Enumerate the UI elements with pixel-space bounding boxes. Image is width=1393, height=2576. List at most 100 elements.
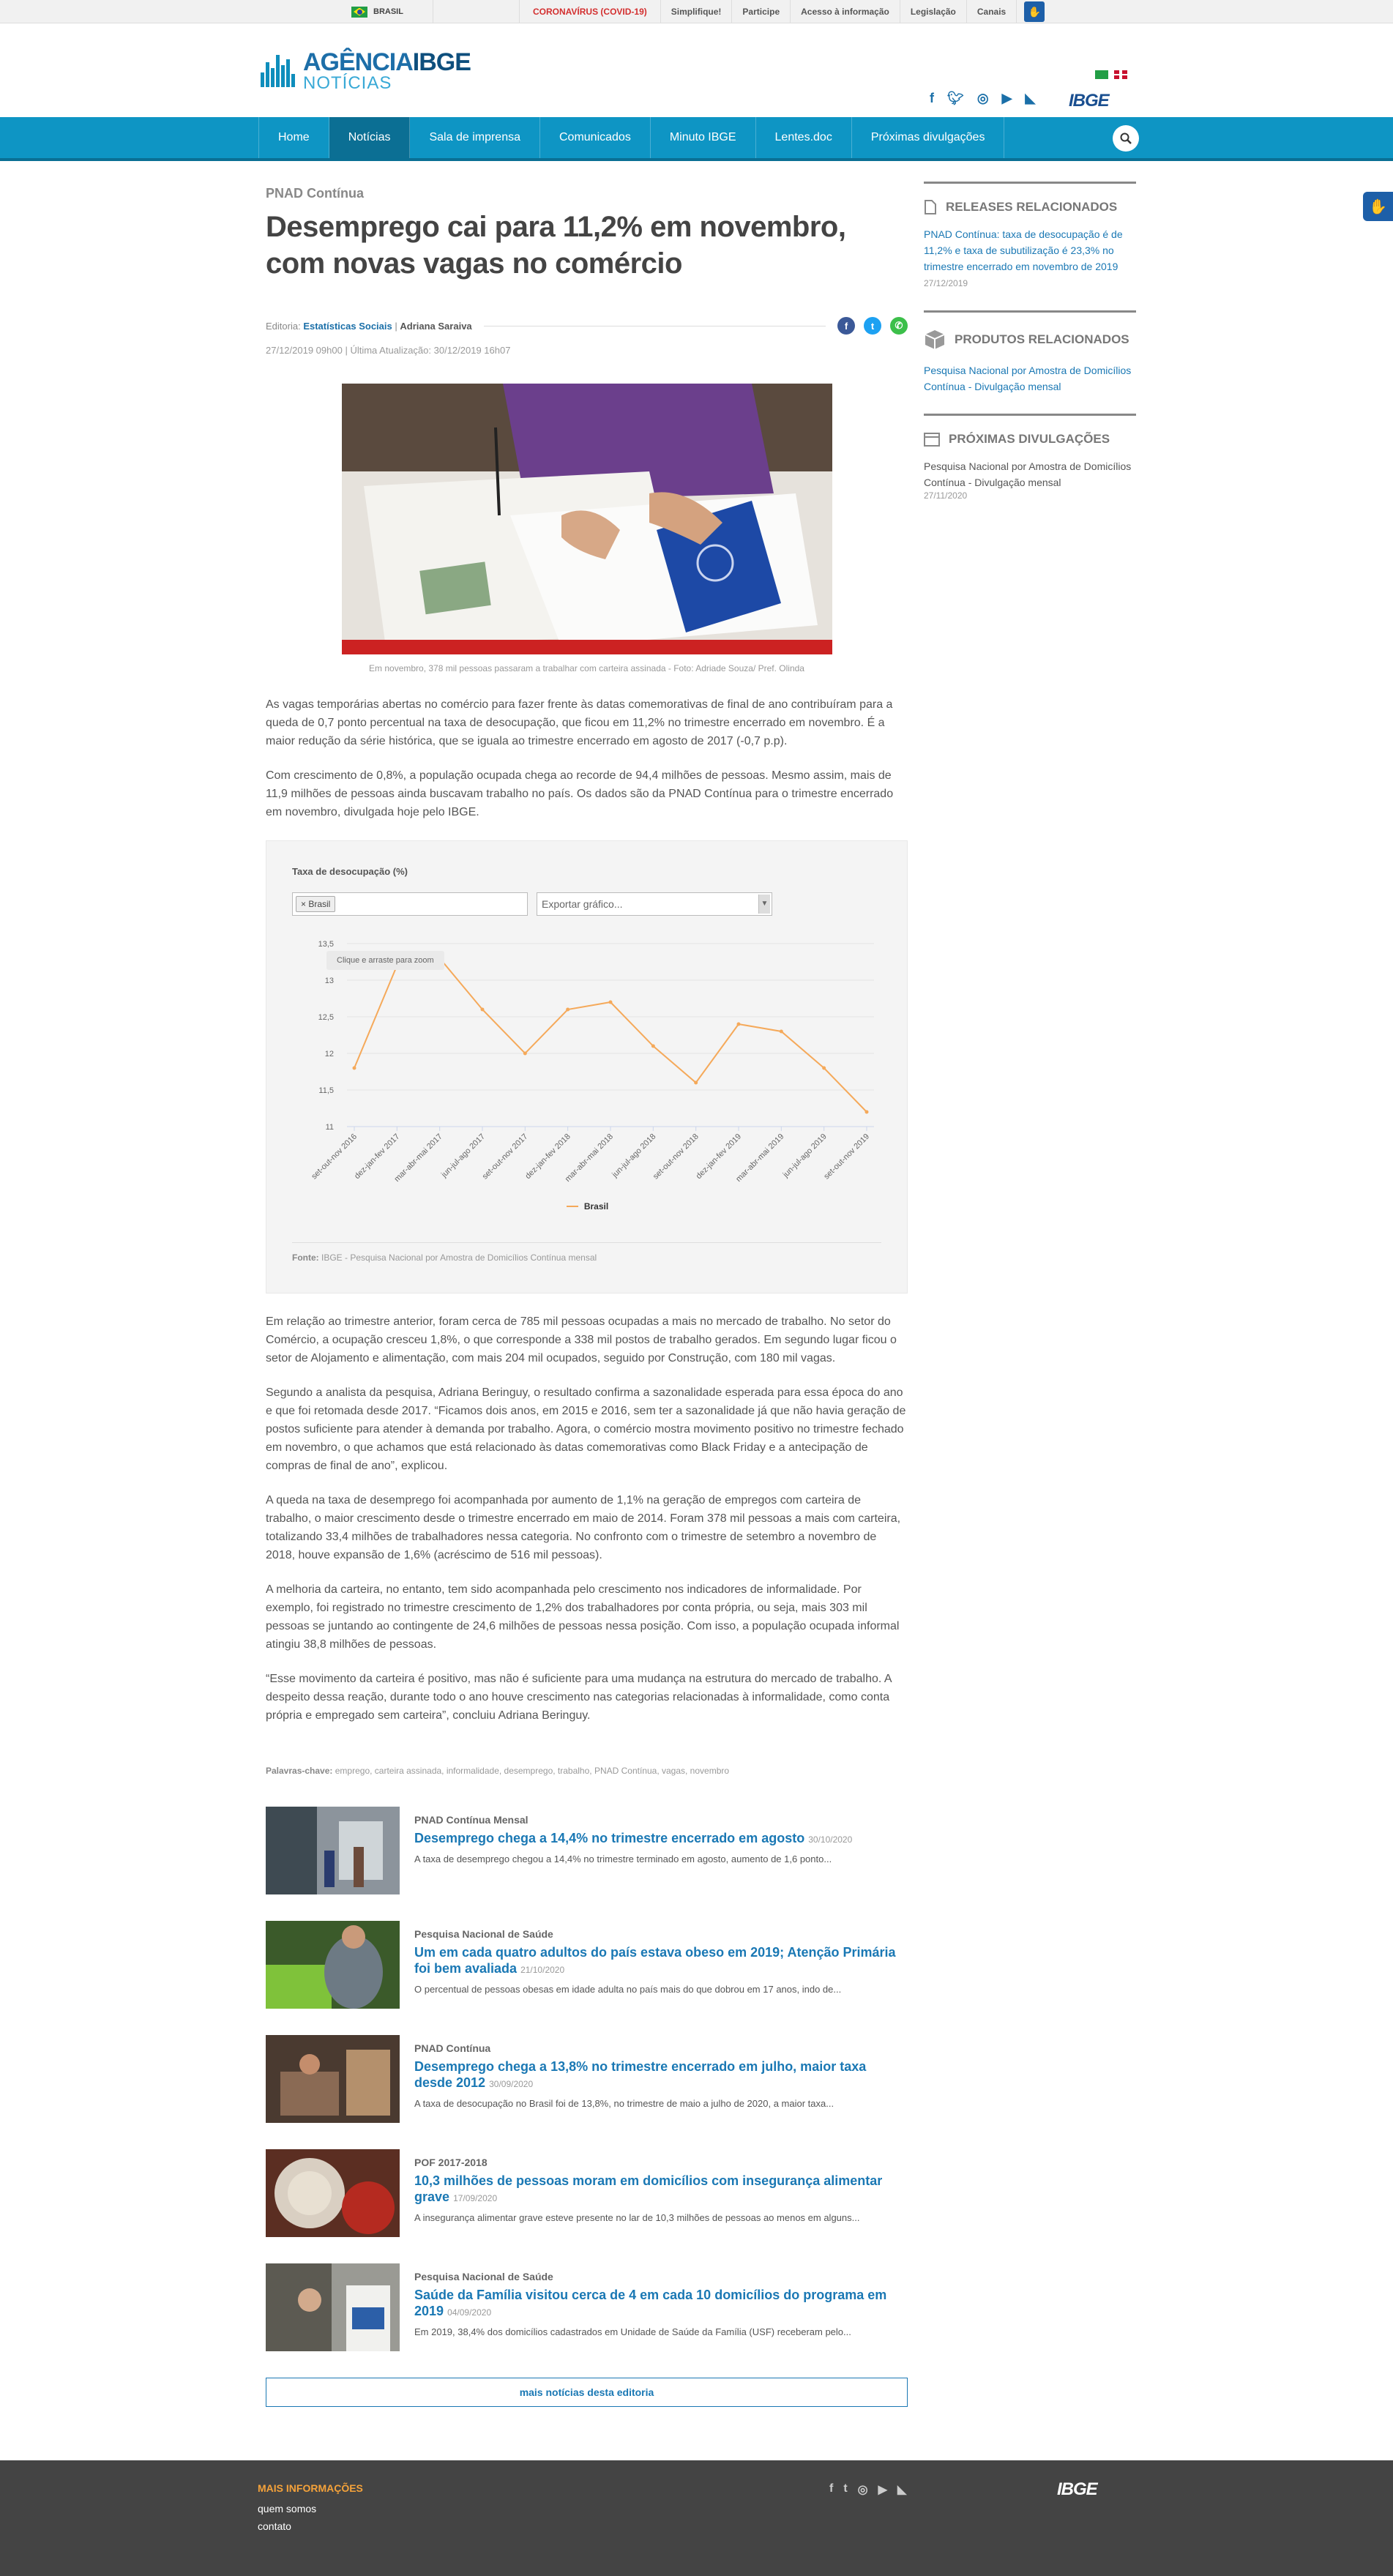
footer-link-contato[interactable]: contato bbox=[258, 2520, 291, 2532]
footer-link-quem-somos[interactable]: quem somos bbox=[258, 2503, 317, 2515]
news-title-link[interactable]: Saúde da Família visitou cerca de 4 em c… bbox=[414, 2288, 887, 2318]
data-point bbox=[736, 1022, 741, 1026]
accessibility-side-icon[interactable]: ✋ bbox=[1363, 192, 1393, 221]
news-thumbnail[interactable] bbox=[266, 1921, 400, 2009]
govbar-link-legislacao[interactable]: Legislação bbox=[900, 0, 967, 23]
govbar-link-covid[interactable]: CORONAVÍRUS (COVID-19) bbox=[520, 0, 661, 23]
footer-twitter-icon[interactable]: t bbox=[843, 2482, 848, 2495]
agencia-ibge-logo[interactable]: AGÊNCIAIBGE NOTÍCIAS bbox=[261, 50, 471, 92]
more-news-button[interactable]: mais notícias desta editoria bbox=[266, 2378, 908, 2407]
news-date: 21/10/2020 bbox=[520, 1965, 565, 1975]
govbar-link-participe[interactable]: Participe bbox=[732, 0, 791, 23]
news-summary: O percentual de pessoas obesas em idade … bbox=[414, 1984, 842, 1995]
footer-youtube-icon[interactable]: ▶ bbox=[878, 2484, 887, 2496]
paragraph: Em relação ao trimestre anterior, foram … bbox=[266, 1315, 897, 1364]
rss-icon[interactable]: ◣ bbox=[1025, 91, 1036, 105]
nav-item-proximas-divulgacoes[interactable]: Próximas divulgações bbox=[852, 117, 1005, 158]
nav-item-sala-de-imprensa[interactable]: Sala de imprensa bbox=[410, 117, 540, 158]
brasil-label: BRASIL bbox=[373, 7, 403, 16]
news-title-link[interactable]: Um em cada quatro adultos do país estava… bbox=[414, 1945, 896, 1976]
y-tick-label: 12,5 bbox=[318, 1013, 334, 1022]
news-category: PNAD Contínua Mensal bbox=[414, 1814, 529, 1826]
editoria-link[interactable]: Estatísticas Sociais bbox=[303, 320, 392, 332]
nav-item-minuto-ibge[interactable]: Minuto IBGE bbox=[651, 117, 756, 158]
produtos-block: PRODUTOS RELACIONADOS Pesquisa Nacional … bbox=[924, 310, 1136, 395]
document-icon bbox=[925, 200, 936, 214]
nav-item-home[interactable]: Home bbox=[258, 117, 329, 158]
share-facebook-icon[interactable]: f bbox=[837, 317, 855, 335]
data-point bbox=[352, 1066, 356, 1070]
main-nav: Home Notícias Sala de imprensa Comunicad… bbox=[0, 117, 1393, 161]
keywords-label: Palavras-chave: bbox=[266, 1766, 333, 1776]
news-title-link[interactable]: Desemprego chega a 14,4% no trimestre en… bbox=[414, 1831, 805, 1845]
meta-separator: | bbox=[395, 320, 397, 332]
news-thumbnail[interactable] bbox=[266, 2263, 400, 2351]
twitter-icon[interactable]: 🐦︎ bbox=[947, 91, 964, 105]
logo-text-noticias: NOTÍCIAS bbox=[303, 73, 392, 93]
brasil-link[interactable]: BRASIL bbox=[337, 0, 433, 23]
source-label: Fonte: bbox=[292, 1252, 319, 1263]
list-item[interactable]: POF 2017-2018 10,3 milhões de pessoas mo… bbox=[266, 2149, 908, 2237]
govbar-link-simplifique[interactable]: Simplifique! bbox=[661, 0, 733, 23]
proximas-heading: PRÓXIMAS DIVULGAÇÕES bbox=[949, 432, 1110, 446]
nav-item-lentes-doc[interactable]: Lentes.doc bbox=[756, 117, 852, 158]
facebook-icon[interactable]: f bbox=[930, 91, 934, 105]
keywords-list[interactable]: emprego, carteira assinada, informalidad… bbox=[335, 1766, 730, 1776]
list-item[interactable]: Pesquisa Nacional de Saúde Um em cada qu… bbox=[266, 1921, 908, 2009]
footer-ibge-logo[interactable]: IBGE bbox=[1057, 2479, 1098, 2499]
export-chart-select[interactable]: Exportar gráfico... ▼ bbox=[537, 892, 772, 916]
legend-label-brasil: Brasil bbox=[583, 1201, 609, 1212]
share-whatsapp-icon[interactable]: ✆ bbox=[890, 317, 908, 335]
list-item[interactable]: PNAD Contínua Desemprego chega a 13,8% n… bbox=[266, 2035, 908, 2123]
calendar-icon bbox=[924, 433, 940, 447]
news-thumbnail[interactable] bbox=[266, 2035, 400, 2123]
youtube-icon[interactable]: ▶ bbox=[1001, 91, 1012, 105]
list-item[interactable]: PNAD Contínua Mensal Desemprego chega a … bbox=[266, 1807, 908, 1894]
news-summary: A taxa de desemprego chegou a 14,4% no t… bbox=[414, 1853, 832, 1864]
data-point bbox=[864, 1110, 869, 1114]
list-item[interactable]: Pesquisa Nacional de Saúde Saúde da Famí… bbox=[266, 2263, 908, 2351]
article: PNAD Contínua Desemprego cai para 11,2% … bbox=[266, 186, 908, 2407]
govbar-link-canais[interactable]: Canais bbox=[967, 0, 1017, 23]
region-select[interactable]: × Brasil bbox=[292, 892, 528, 916]
instagram-icon[interactable]: ◎ bbox=[976, 91, 989, 105]
data-point bbox=[694, 1080, 698, 1085]
article-title: Desemprego cai para 11,2% em novembro, c… bbox=[266, 211, 846, 280]
region-tag-brasil[interactable]: × Brasil bbox=[296, 896, 336, 912]
govbar-link-acesso[interactable]: Acesso à informação bbox=[791, 0, 900, 23]
x-tick-label: jun-jul-ago 2018 bbox=[610, 1132, 657, 1180]
produto-link[interactable]: Pesquisa Nacional por Amostra de Domicíl… bbox=[924, 365, 1132, 392]
footer-instagram-icon[interactable]: ◎ bbox=[857, 2484, 868, 2496]
article-dates: 27/12/2019 09h00 | Última Atualização: 3… bbox=[266, 345, 511, 356]
footer-rss-icon[interactable]: ◣ bbox=[897, 2484, 907, 2496]
export-placeholder: Exportar gráfico... bbox=[542, 898, 623, 910]
footer-facebook-icon[interactable]: f bbox=[829, 2482, 834, 2495]
data-point bbox=[608, 1000, 613, 1004]
ibge-brand-logo[interactable]: IBGE bbox=[1069, 91, 1110, 111]
news-title-link[interactable]: Desemprego chega a 13,8% no trimestre en… bbox=[414, 2059, 867, 2090]
lang-pt-flag-icon[interactable] bbox=[1095, 70, 1108, 79]
y-tick-label: 11,5 bbox=[318, 1086, 334, 1095]
news-summary: A insegurança alimentar grave esteve pre… bbox=[414, 2212, 860, 2223]
news-thumbnail[interactable] bbox=[266, 1807, 400, 1894]
article-body-top: As vagas temporárias abertas no comércio… bbox=[266, 695, 908, 821]
proxima-link[interactable]: Pesquisa Nacional por Amostra de Domicíl… bbox=[924, 460, 1132, 488]
chart-widget: Taxa de desocupação (%) × Brasil Exporta… bbox=[266, 840, 908, 1293]
data-point bbox=[480, 1007, 485, 1012]
releases-block: RELEASES RELACIONADOS PNAD Contínua: tax… bbox=[924, 182, 1136, 291]
news-title-link[interactable]: 10,3 milhões de pessoas moram em domicíl… bbox=[414, 2173, 883, 2204]
search-button[interactable] bbox=[1113, 125, 1139, 152]
news-category: Pesquisa Nacional de Saúde bbox=[414, 2271, 553, 2282]
accessibility-hand-icon[interactable]: ✋ bbox=[1024, 1, 1045, 22]
lang-en-flag-icon[interactable] bbox=[1114, 70, 1127, 79]
chart-legend[interactable]: Brasil bbox=[266, 1201, 908, 1212]
paragraph: Com crescimento de 0,8%, a população ocu… bbox=[266, 769, 894, 818]
nav-item-comunicados[interactable]: Comunicados bbox=[540, 117, 651, 158]
release-link[interactable]: PNAD Contínua: taxa de desocupação é de … bbox=[924, 228, 1123, 272]
share-twitter-icon[interactable]: t bbox=[864, 317, 881, 335]
news-thumbnail[interactable] bbox=[266, 2149, 400, 2237]
x-tick-label: set-out-nov 2019 bbox=[822, 1132, 871, 1181]
data-point bbox=[822, 1066, 826, 1070]
nav-item-noticias[interactable]: Notícias bbox=[329, 117, 411, 158]
